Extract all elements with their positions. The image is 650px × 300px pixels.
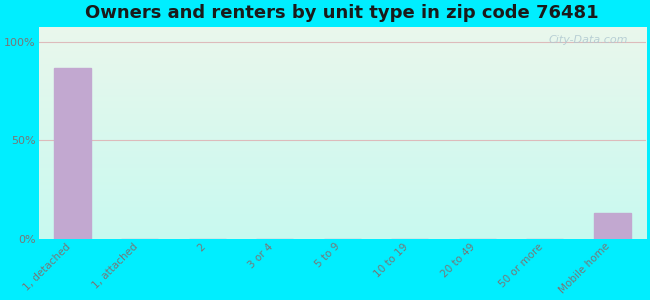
- Bar: [54, 68, 91, 238]
- Title: Owners and renters by unit type in zip code 76481: Owners and renters by unit type in zip c…: [85, 4, 599, 22]
- Bar: [593, 213, 630, 239]
- Text: City-Data.com: City-Data.com: [548, 35, 628, 45]
